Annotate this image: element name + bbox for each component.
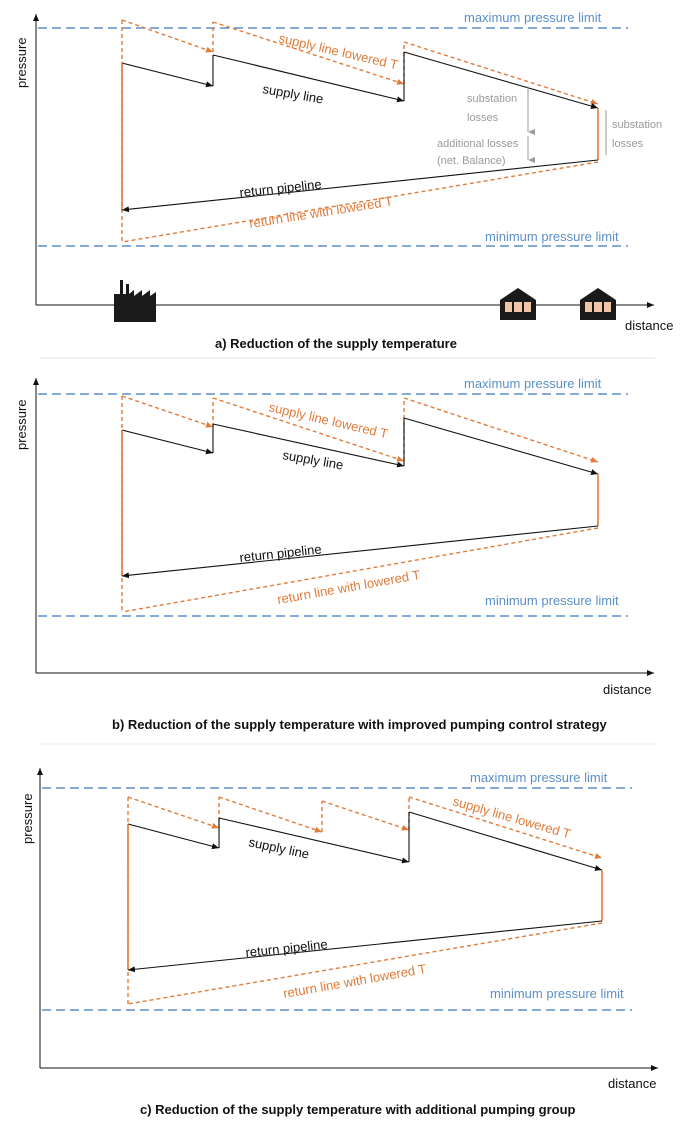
return-lowered-line	[127, 922, 603, 1005]
caption-b: b) Reduction of the supply temperature w…	[112, 717, 608, 732]
return-pipeline-label: return pipeline	[245, 936, 329, 960]
substation-losses-label-1b: losses	[467, 112, 499, 124]
return-lowered-label: return line with lowered T	[276, 567, 421, 607]
substation-losses-label-2a: substation	[612, 119, 662, 131]
supply-line-lowered-label: supply line lowered T	[451, 793, 572, 841]
return-lowered-label: return line with lowered T	[282, 961, 427, 1001]
supply-seg-2	[212, 423, 405, 468]
substation-building-icon	[580, 288, 616, 320]
y-axis-label: pressure	[14, 399, 29, 450]
supply-seg-1	[121, 62, 214, 88]
supply-line-lowered-label: supply line lowered T	[267, 399, 389, 441]
y-axis-label: pressure	[20, 793, 35, 844]
factory-icon	[114, 280, 156, 322]
substation-losses-label-2b: losses	[612, 138, 644, 150]
x-axis-label: distance	[608, 1076, 656, 1091]
supply-seg-1	[121, 429, 214, 455]
supply-seg-2	[212, 54, 405, 103]
return-lowered-label: return line with lowered T	[248, 193, 394, 231]
supply-line-label: supply line	[261, 81, 324, 106]
additional-losses-label-a: additional losses	[437, 138, 519, 150]
panel-c: pressure distance maximum pressure limit…	[20, 768, 658, 1117]
supply-line-label: supply line	[247, 834, 310, 861]
supply-lowered-seg-3	[403, 41, 599, 105]
supply-lowered-seg-2	[218, 796, 323, 833]
caption-a: a) Reduction of the supply temperature	[215, 336, 457, 351]
supply-seg-3	[408, 811, 603, 871]
supply-lowered-seg-2	[212, 21, 405, 85]
panel-b: pressure distance maximum pressure limit…	[14, 376, 654, 732]
substation-building-icon	[500, 288, 536, 320]
supply-lowered-seg-4	[408, 796, 603, 859]
supply-seg-2	[218, 817, 410, 864]
supply-lowered-seg-1	[121, 19, 214, 53]
supply-seg-1	[127, 823, 220, 850]
supply-lowered-seg-3	[321, 800, 410, 831]
return-line	[121, 159, 599, 213]
supply-lowered-seg-1	[127, 796, 220, 829]
supply-lowered-seg-1	[121, 395, 214, 428]
additional-losses-label-b: (net. Balance)	[437, 155, 505, 167]
max-pressure-limit-label: maximum pressure limit	[464, 376, 602, 391]
max-pressure-limit-label: maximum pressure limit	[470, 770, 608, 785]
supply-seg-3	[403, 417, 599, 475]
supply-lowered-seg-2	[212, 397, 405, 462]
x-axis-label: distance	[625, 318, 673, 333]
caption-c: c) Reduction of the supply temperature w…	[140, 1102, 576, 1117]
return-line	[121, 525, 599, 579]
return-lowered-line	[121, 161, 599, 243]
panel-a: pressure distance maximum pressure limit…	[14, 10, 673, 351]
supply-seg-3	[403, 51, 599, 109]
min-pressure-limit-label: minimum pressure limit	[490, 986, 624, 1001]
return-line	[127, 920, 603, 973]
return-pipeline-label: return pipeline	[239, 176, 323, 200]
max-pressure-limit-label: maximum pressure limit	[464, 10, 602, 25]
supply-lowered-seg-3	[403, 397, 599, 463]
x-axis-label: distance	[603, 682, 651, 697]
return-pipeline-label: return pipeline	[239, 541, 323, 565]
supply-line-lowered-label: supply line lowered T	[277, 30, 399, 72]
min-pressure-limit-label: minimum pressure limit	[485, 593, 619, 608]
substation-losses-label-1a: substation	[467, 93, 517, 105]
min-pressure-limit-label: minimum pressure limit	[485, 229, 619, 244]
y-axis-label: pressure	[14, 37, 29, 88]
return-lowered-line	[121, 527, 599, 613]
